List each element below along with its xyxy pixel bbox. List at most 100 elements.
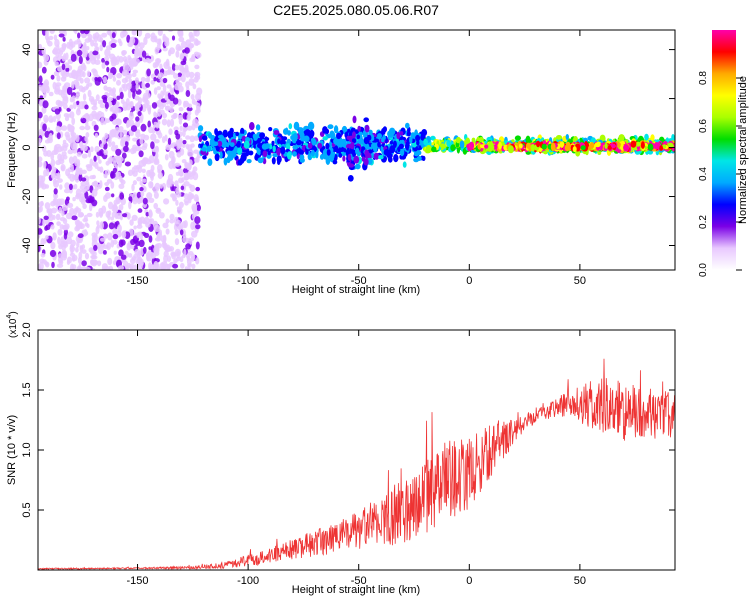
heatmap-cell xyxy=(196,204,201,212)
heatmap-cell xyxy=(93,42,98,48)
heatmap-cell xyxy=(184,64,189,73)
heatmap-cell xyxy=(178,36,185,43)
heatmap-cell xyxy=(127,55,131,61)
heatmap-cell xyxy=(94,77,99,81)
heatmap-cell xyxy=(137,217,143,225)
heatmap-cell xyxy=(102,233,109,239)
heatmap-cell xyxy=(61,63,66,71)
heatmap-cell xyxy=(133,58,140,65)
heatmap-cell xyxy=(127,72,132,80)
heatmap-cell xyxy=(182,122,189,128)
heatmap-cell xyxy=(175,133,181,140)
heatmap-cell xyxy=(40,183,47,190)
heatmap-cell xyxy=(62,250,68,259)
colorbar-label: Normalized spectral amplitude xyxy=(737,76,749,224)
heatmap-cell xyxy=(594,142,601,148)
heatmap-cell xyxy=(61,210,65,217)
heatmap-cell xyxy=(371,142,377,150)
heatmap-cell xyxy=(124,161,131,167)
heatmap-cell xyxy=(138,42,145,49)
heatmap-cell xyxy=(119,130,123,139)
heatmap-cell xyxy=(334,145,339,153)
heatmap-cell xyxy=(112,233,119,240)
heatmap-cell xyxy=(135,116,140,122)
heatmap-cell xyxy=(174,238,180,246)
heatmap-cell xyxy=(110,131,117,138)
heatmap-cell xyxy=(54,61,59,67)
heatmap-cell xyxy=(71,95,76,102)
heatmap-cell xyxy=(78,212,85,218)
heatmap-cell xyxy=(174,162,181,167)
heatmap-cell xyxy=(332,159,338,165)
heatmap-cell xyxy=(97,166,101,172)
heatmap-cell xyxy=(667,142,674,148)
heatmap-cell xyxy=(196,105,201,112)
heatmap-cell xyxy=(162,84,167,92)
heatmap-cell xyxy=(76,151,82,157)
heatmap-cell xyxy=(154,182,161,190)
heatmap-cell xyxy=(322,136,329,141)
heatmap-cell xyxy=(64,131,70,138)
heatmap-cell xyxy=(122,62,130,71)
heatmap-cell xyxy=(157,171,163,180)
heatmap-cell xyxy=(156,58,160,66)
heatmap-cell xyxy=(44,33,49,41)
heatmap-cell xyxy=(193,76,199,83)
heatmap-cell xyxy=(104,48,111,57)
heatmap-cell xyxy=(164,154,169,161)
heatmap-cell xyxy=(115,106,119,113)
heatmap-cell xyxy=(155,122,159,129)
heatmap-cell xyxy=(134,95,140,101)
heatmap-cell xyxy=(381,138,385,143)
heatmap-cell xyxy=(104,182,110,186)
heatmap-cell xyxy=(56,132,61,140)
heatmap-cell xyxy=(73,30,78,33)
heatmap-cell xyxy=(352,131,356,139)
heatmap-cell xyxy=(188,78,195,86)
heatmap-cell xyxy=(352,115,357,124)
heatmap-cell xyxy=(43,114,49,124)
heatmap-cell xyxy=(163,198,170,205)
heatmap-cell xyxy=(118,175,123,183)
heatmap-cell xyxy=(108,222,115,230)
heatmap-cell xyxy=(405,122,410,129)
heatmap-cell xyxy=(195,224,201,230)
heatmap-cell xyxy=(97,76,102,83)
heatmap-cell xyxy=(179,125,183,132)
heatmap-cell xyxy=(83,30,90,35)
heatmap-cell xyxy=(73,183,78,190)
heatmap-cell xyxy=(114,127,121,134)
heatmap-cell xyxy=(82,53,88,58)
heatmap-cell xyxy=(118,204,124,211)
heatmap-cell xyxy=(126,34,131,44)
heatmap-cell xyxy=(307,121,315,131)
heatmap-cell xyxy=(201,135,208,141)
heatmap-cell xyxy=(125,98,130,106)
heatmap-cell xyxy=(129,63,136,68)
heatmap-cell xyxy=(81,144,88,152)
heatmap-cell xyxy=(150,173,154,182)
heatmap-cell xyxy=(118,249,124,257)
heatmap-cell xyxy=(81,117,87,124)
heatmap-cell xyxy=(52,166,57,172)
heatmap-cell xyxy=(140,190,145,197)
heatmap-cell xyxy=(157,30,163,36)
heatmap-cell xyxy=(130,147,136,155)
heatmap-cell xyxy=(555,135,563,140)
heatmap-cell xyxy=(167,137,172,145)
heatmap-cell xyxy=(190,253,196,260)
heatmap-cell xyxy=(357,138,364,145)
heatmap-cell xyxy=(151,102,158,109)
heatmap-cell xyxy=(604,142,608,149)
heatmap-cell xyxy=(38,264,41,270)
heatmap-cell xyxy=(246,159,252,164)
heatmap-cell xyxy=(161,136,166,144)
heatmap-cell xyxy=(192,171,199,181)
heatmap-cell xyxy=(179,52,185,60)
heatmap-cell xyxy=(168,246,175,252)
heatmap-cell xyxy=(38,161,43,168)
heatmap-cell xyxy=(142,178,147,183)
heatmap-cell xyxy=(67,124,73,133)
heatmap-cell xyxy=(136,101,142,108)
heatmap-cell xyxy=(102,250,107,255)
